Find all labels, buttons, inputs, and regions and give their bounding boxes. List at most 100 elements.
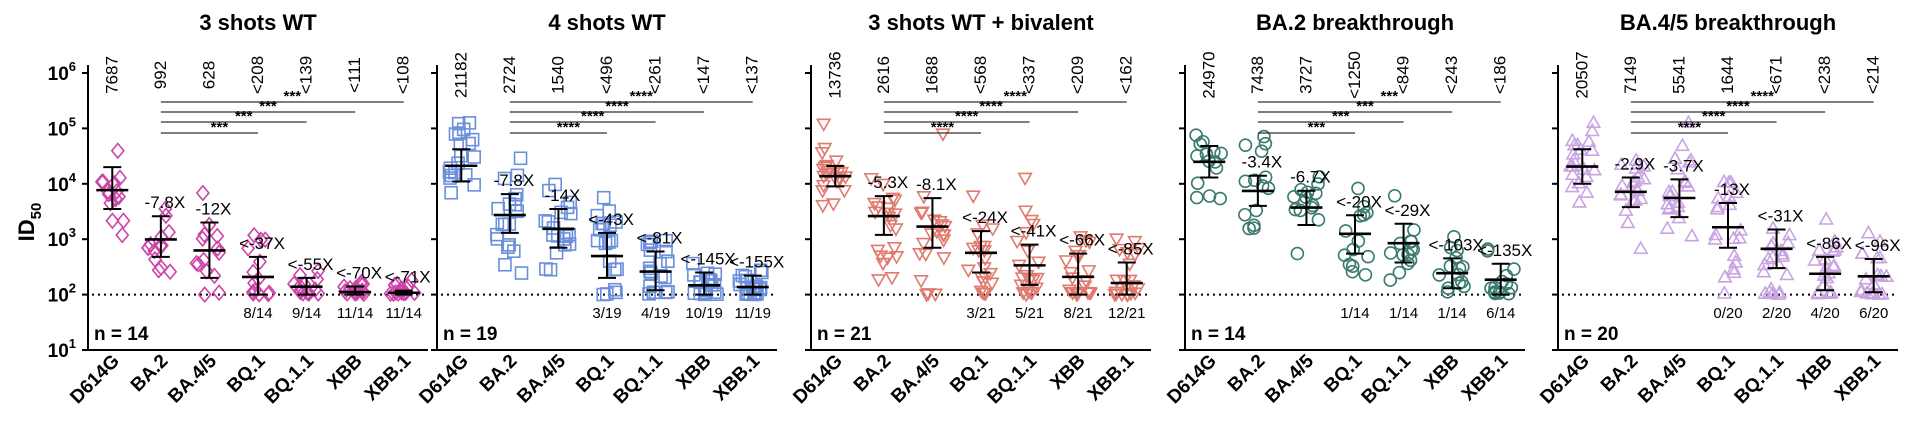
- data-point: [592, 222, 607, 237]
- data-point: [1119, 247, 1136, 261]
- data-point: [1504, 280, 1519, 295]
- below-limit-label: 6/14: [1486, 305, 1515, 322]
- data-point: [158, 207, 173, 225]
- data-point: [1058, 255, 1074, 269]
- category-points: [141, 200, 178, 281]
- data-point: [1670, 198, 1686, 213]
- data-point: [1018, 226, 1034, 241]
- below-limit-label: 8/21: [1064, 305, 1093, 322]
- data-point: [1257, 129, 1271, 144]
- data-point: [1249, 203, 1264, 218]
- fold-change-label: -3.4X: [1242, 153, 1283, 172]
- data-point: [1351, 181, 1365, 196]
- data-point: [1407, 223, 1421, 237]
- data-point: [1811, 242, 1827, 256]
- data-point: [1383, 273, 1398, 287]
- data-point: [659, 233, 673, 248]
- gmt-label: <139: [297, 56, 316, 94]
- data-point: [1853, 283, 1869, 298]
- data-point: [197, 286, 212, 304]
- gmt-label: 7149: [1621, 56, 1640, 94]
- below-limit-label: 2/20: [1762, 305, 1791, 322]
- n-label: n = 19: [443, 324, 497, 345]
- data-point: [451, 156, 465, 171]
- data-point: [985, 223, 1001, 237]
- data-point: [355, 282, 370, 300]
- data-point: [1765, 220, 1781, 234]
- gmt-label: 21182: [451, 52, 470, 98]
- data-point: [1564, 166, 1581, 181]
- data-point: [383, 285, 398, 303]
- data-point: [1564, 178, 1580, 193]
- gmt-label: <137: [743, 56, 762, 94]
- gmt-label: <147: [694, 56, 713, 94]
- data-point: [456, 122, 471, 137]
- data-point: [643, 243, 658, 257]
- category-label: BA.4/5: [1634, 350, 1691, 407]
- fold-change-label: <-70X: [336, 264, 382, 283]
- panel-title: 4 shots WT: [548, 10, 666, 35]
- data-point: [1443, 240, 1458, 255]
- category-label: BQ.1.1: [1358, 350, 1416, 408]
- significance-stars: ****: [1702, 108, 1726, 125]
- gmt-label: 13736: [825, 51, 844, 98]
- data-point: [600, 287, 614, 301]
- category-points: [1383, 188, 1421, 287]
- n-label: n = 14: [1191, 324, 1246, 345]
- significance-stars: ****: [979, 98, 1003, 115]
- fold-change-label: <-29X: [1385, 201, 1431, 220]
- category-label: BQ.1.1: [261, 350, 319, 408]
- category-label: BQ.1.1: [984, 350, 1042, 408]
- significance-stars: ****: [931, 119, 955, 136]
- data-point: [1827, 233, 1843, 247]
- panel-title: 3 shots WT + bivalent: [868, 10, 1094, 35]
- data-point: [1659, 220, 1675, 234]
- data-point: [1199, 147, 1214, 161]
- below-limit-label: 4/20: [1811, 305, 1840, 322]
- category-label: XBB.1: [1458, 350, 1513, 405]
- data-point: [1728, 184, 1745, 199]
- data-point: [1681, 154, 1698, 168]
- data-point: [644, 266, 658, 280]
- data-point: [918, 288, 935, 303]
- data-point: [833, 166, 850, 181]
- fold-change-label: -2.9X: [1615, 154, 1656, 173]
- fold-change-label: <-103X: [1428, 235, 1483, 254]
- data-point: [498, 257, 512, 272]
- data-point: [548, 177, 562, 192]
- gmt-label: 992: [151, 61, 170, 89]
- data-point: [1017, 172, 1033, 187]
- data-point: [1338, 224, 1353, 238]
- n-label: n = 21: [817, 324, 872, 345]
- fold-change-label: <-86X: [1806, 234, 1852, 253]
- category-label: XBB.1: [710, 350, 765, 405]
- gmt-label: <568: [971, 56, 990, 94]
- data-point: [1254, 144, 1269, 159]
- gmt-label: <111: [345, 57, 364, 93]
- gmt-label: <214: [1864, 56, 1883, 94]
- data-point: [609, 285, 623, 300]
- data-point: [1108, 233, 1125, 247]
- fold-change-label: -7.8X: [145, 193, 186, 212]
- below-limit-label: 1/14: [1438, 305, 1467, 322]
- data-point: [863, 172, 879, 187]
- data-point: [253, 231, 268, 249]
- data-point: [755, 265, 769, 280]
- data-point: [1507, 262, 1521, 276]
- panel-4: BA.2 breakthrough n = 14 24970 D614G 7438 -3.…: [1163, 10, 1532, 408]
- data-point: [467, 150, 481, 164]
- data-point: [659, 285, 673, 300]
- significance-stars: ***: [235, 108, 253, 125]
- category-label: BA.4/5: [887, 350, 944, 407]
- fold-change-label: <-135X: [1477, 241, 1532, 260]
- category-points: [490, 151, 529, 280]
- data-point: [1826, 257, 1842, 272]
- data-point: [1311, 213, 1326, 227]
- panel-3: 3 shots WT + bivalent n = 21 13736 D614G 261…: [789, 10, 1153, 408]
- data-point: [538, 214, 553, 228]
- data-point: [913, 275, 929, 289]
- data-point: [337, 278, 352, 296]
- below-limit-label: 0/20: [1713, 305, 1742, 322]
- data-point: [286, 275, 302, 293]
- data-point: [241, 239, 256, 257]
